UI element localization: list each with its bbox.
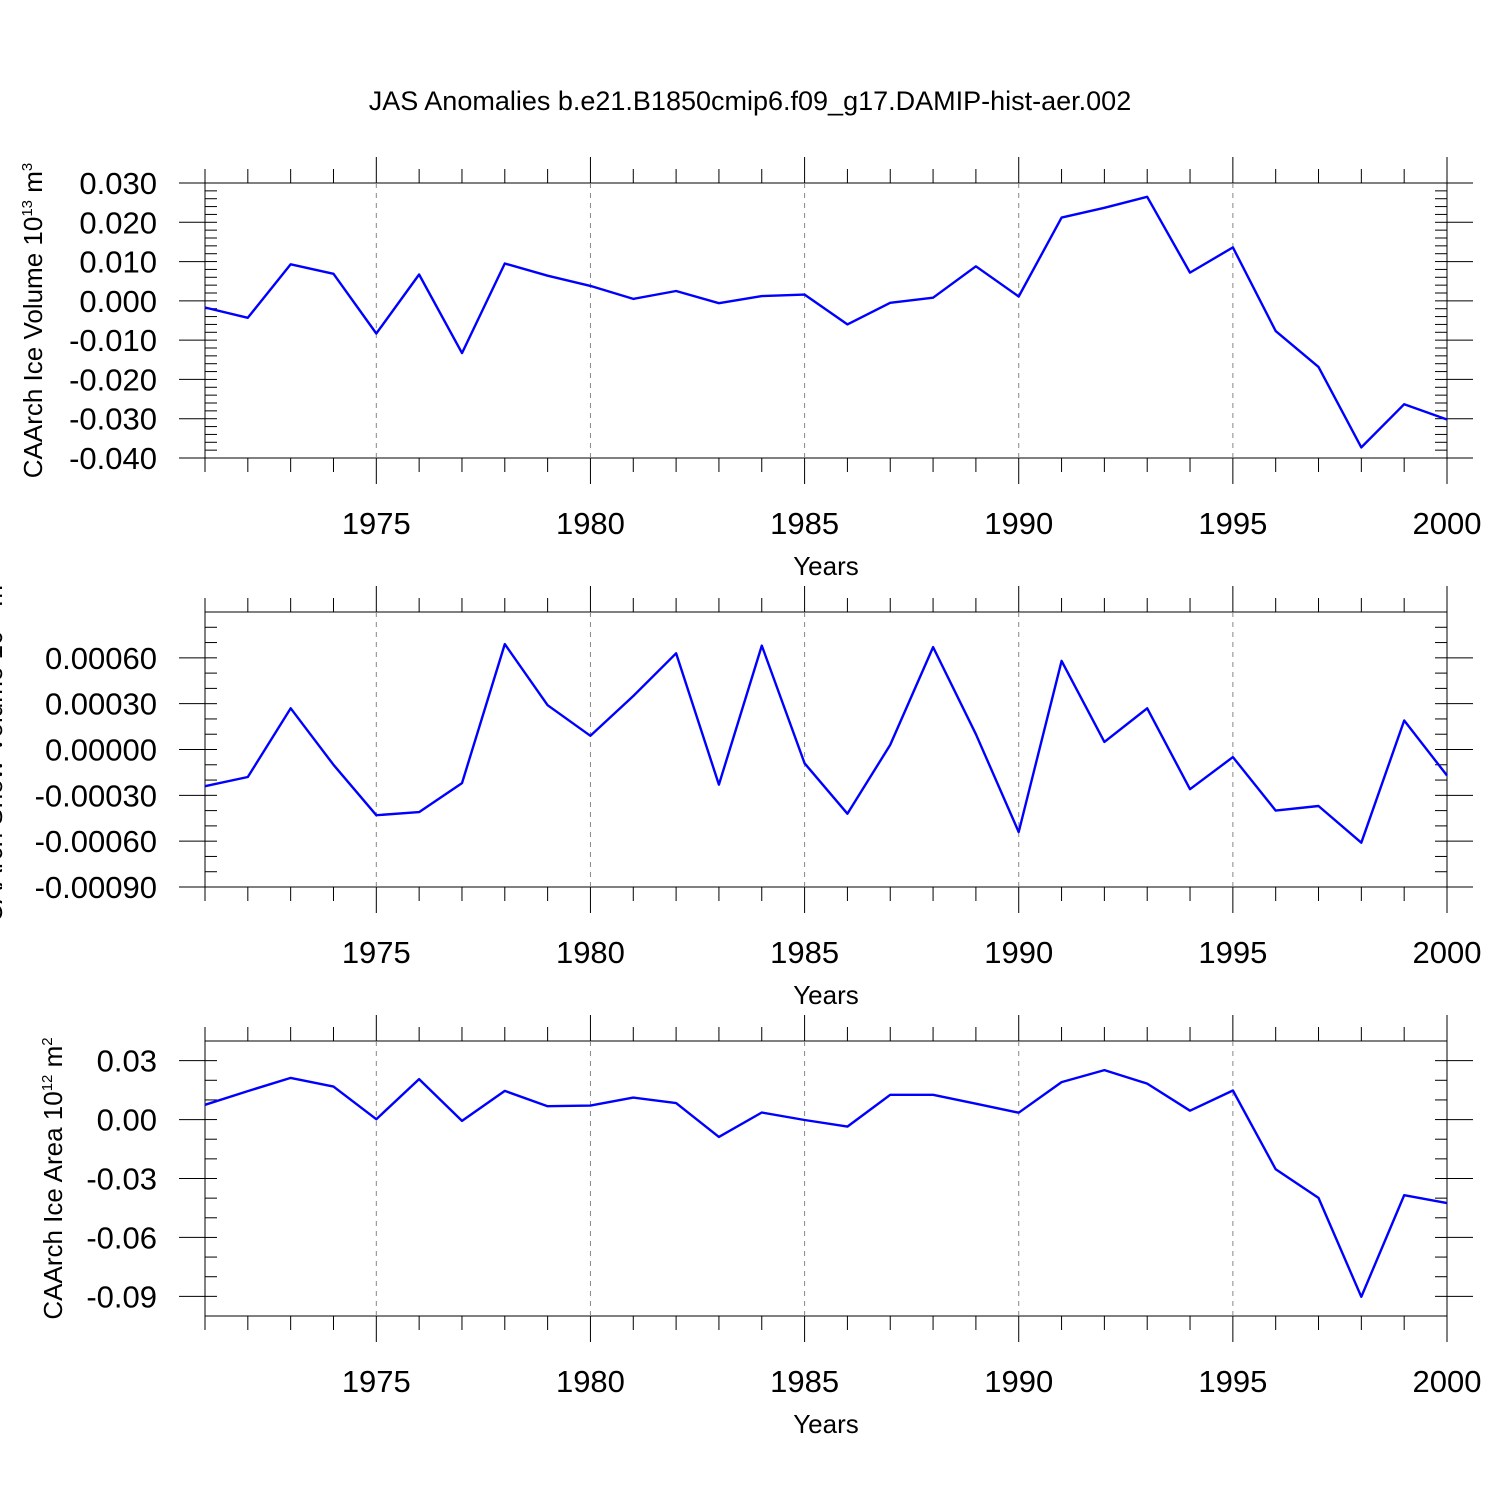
x-axis-label: Years	[793, 980, 859, 1010]
y-tick-label: 0.000	[79, 284, 157, 319]
x-tick-label: 1990	[984, 1364, 1053, 1399]
x-tick-label: 1980	[556, 1364, 625, 1399]
x-tick-label: 2000	[1413, 506, 1482, 541]
y-tick-label: -0.040	[69, 441, 157, 476]
series-line	[204, 1068, 1448, 1299]
x-tick-label: 1995	[1198, 935, 1267, 970]
y-tick-label: 0.03	[97, 1044, 157, 1079]
x-axis-label: Years	[793, 1409, 859, 1439]
x-tick-label: 1975	[342, 935, 411, 970]
x-tick-label: 2000	[1413, 1364, 1482, 1399]
y-tick-label: -0.020	[69, 362, 157, 397]
y-tick-label: 0.00	[97, 1103, 157, 1138]
y-tick-label: 0.020	[79, 205, 157, 240]
x-tick-label: 1980	[556, 935, 625, 970]
figure-title: JAS Anomalies b.e21.B1850cmip6.f09_g17.D…	[369, 86, 1131, 116]
x-tick-label: 1985	[770, 935, 839, 970]
y-tick-label: -0.00060	[35, 824, 157, 859]
y-tick-label: 0.00060	[45, 641, 157, 676]
plot-frame	[204, 1040, 1448, 1317]
x-tick-label: 1990	[984, 506, 1053, 541]
y-tick-label: -0.06	[86, 1220, 157, 1255]
series-line	[204, 642, 1448, 844]
y-tick-label: 0.00000	[45, 733, 157, 768]
x-tick-label: 2000	[1413, 935, 1482, 970]
x-tick-label: 1985	[770, 506, 839, 541]
x-tick-label: 1995	[1198, 506, 1267, 541]
x-axis-label: Years	[793, 551, 859, 581]
y-tick-label: 0.030	[79, 166, 157, 201]
plot-frame	[204, 611, 1448, 888]
y-tick-label: 0.010	[79, 245, 157, 280]
y-tick-label: 0.00030	[45, 687, 157, 722]
y-axis-label: CAArch Ice Area 1012 m2	[38, 1037, 68, 1319]
x-tick-label: 1990	[984, 935, 1053, 970]
y-axis-label: CAArch Ice Volume 1013 m3	[18, 163, 48, 479]
panel-ice-area: 1975 1980 1985 1990 1995 2000 Years 0.03 0.00 -0.…	[38, 1015, 1481, 1439]
x-tick-label: 1975	[342, 506, 411, 541]
panel-ice-volume: 1975 1980 1985 1990 1995 2000 Years 0.030 0.020 0…	[18, 157, 1481, 581]
x-tick-label: 1980	[556, 506, 625, 541]
y-tick-label: -0.03	[86, 1162, 157, 1197]
x-tick-label: 1975	[342, 1364, 411, 1399]
x-tick-label: 1985	[770, 1364, 839, 1399]
panel-snow-volume: 1975 1980 1985 1990 1995 2000 Years 0.00060 0.00…	[0, 577, 1482, 1010]
y-tick-label: -0.00090	[35, 870, 157, 905]
series-line	[204, 195, 1448, 449]
plot-frame	[204, 182, 1448, 459]
y-tick-label: -0.09	[86, 1279, 157, 1314]
y-axis-label: CAArch Snow Volume 1013 m3	[0, 577, 8, 923]
x-tick-label: 1995	[1198, 1364, 1267, 1399]
y-tick-label: -0.030	[69, 402, 157, 437]
y-tick-label: -0.010	[69, 323, 157, 358]
y-tick-label: -0.00030	[35, 778, 157, 813]
